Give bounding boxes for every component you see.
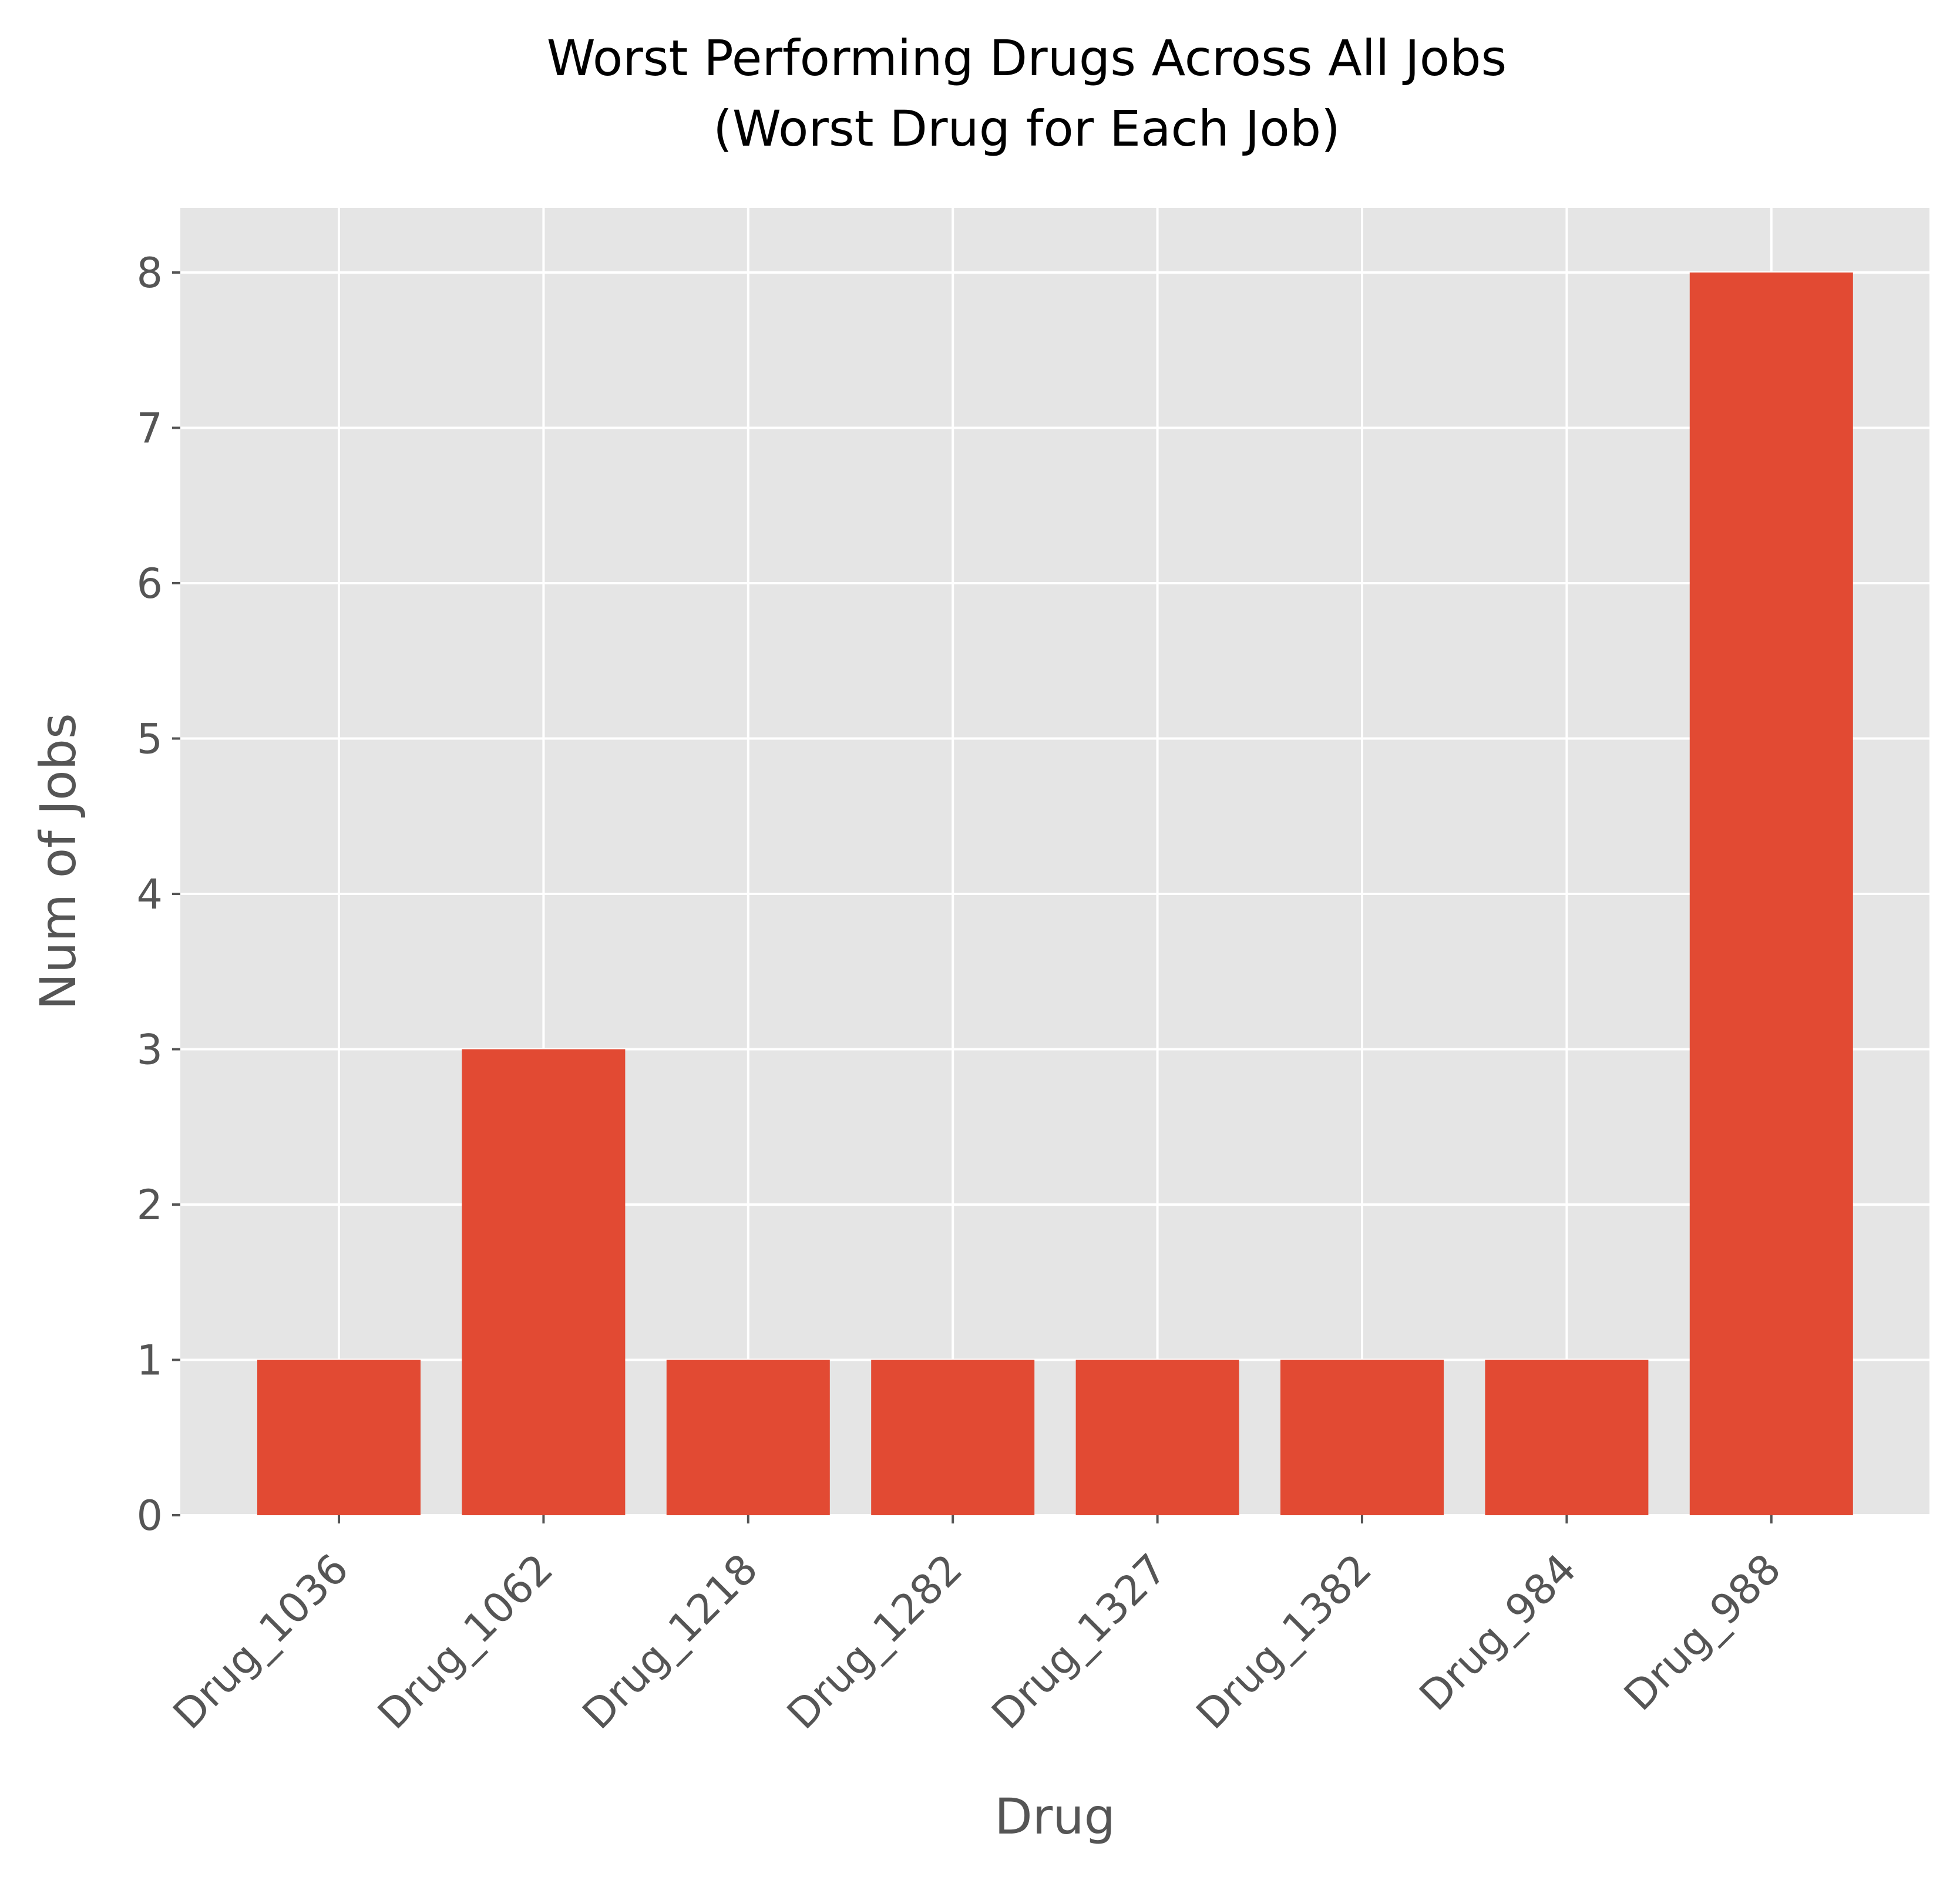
y-tick-label: 5 (136, 715, 163, 763)
bar (462, 1049, 626, 1515)
y-tick-label: 7 (136, 405, 163, 453)
bar (1280, 1360, 1444, 1515)
y-tick-label: 8 (136, 249, 163, 297)
x-tick-label: Drug_1036 (164, 1545, 358, 1738)
x-tick-label: Drug_1062 (368, 1545, 562, 1738)
bar (257, 1360, 421, 1515)
bar (1075, 1360, 1239, 1515)
bar (1689, 273, 1853, 1515)
x-tick-label: Drug_1218 (573, 1545, 767, 1738)
x-tick-label: Drug_988 (1615, 1545, 1790, 1720)
bar (871, 1360, 1035, 1515)
x-tick-label: Drug_1382 (1187, 1545, 1381, 1738)
bar (1485, 1360, 1649, 1515)
y-axis-label: Num of Jobs (29, 713, 87, 1010)
bar (666, 1360, 830, 1515)
y-tick-label: 6 (136, 560, 163, 608)
x-axis-ticks: Drug_1036 Drug_1062 Drug_1218 Drug_1282 Drug… (164, 1515, 1790, 1738)
chart-title: Worst Performing Drugs Across All Jobs (547, 29, 1507, 87)
y-axis-ticks: 0 1 2 3 4 5 6 7 8 (136, 249, 180, 1540)
x-tick-label: Drug_1327 (983, 1545, 1176, 1738)
y-tick-label: 3 (136, 1026, 163, 1074)
x-tick-label: Drug_1282 (778, 1545, 971, 1738)
x-tick-label: Drug_984 (1410, 1545, 1585, 1720)
y-tick-label: 2 (136, 1181, 163, 1229)
y-tick-label: 4 (136, 870, 163, 919)
plot-area (180, 208, 1929, 1515)
y-tick-label: 0 (136, 1492, 163, 1540)
grid-lines (180, 208, 1929, 1516)
chart-subtitle: (Worst Drug for Each Job) (713, 100, 1340, 157)
bars (257, 273, 1853, 1515)
x-axis-label: Drug (994, 1788, 1115, 1845)
y-tick-label: 1 (136, 1337, 163, 1385)
